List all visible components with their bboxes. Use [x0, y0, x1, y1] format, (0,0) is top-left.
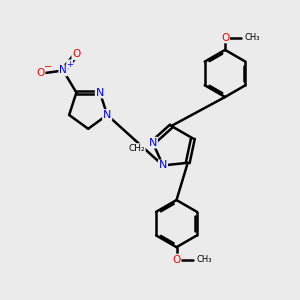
Text: N: N — [159, 160, 167, 170]
Text: O: O — [221, 32, 229, 43]
Text: N: N — [96, 88, 104, 98]
Text: N: N — [148, 138, 157, 148]
Text: −: − — [44, 62, 52, 72]
Text: O: O — [36, 68, 45, 78]
Text: CH₃: CH₃ — [245, 33, 260, 42]
Text: N: N — [103, 110, 111, 120]
Text: CH₂: CH₂ — [128, 144, 145, 153]
Text: O: O — [172, 254, 181, 265]
Text: O: O — [72, 49, 80, 59]
Text: CH₃: CH₃ — [196, 255, 212, 264]
Text: +: + — [66, 59, 73, 68]
Text: N: N — [59, 65, 67, 76]
